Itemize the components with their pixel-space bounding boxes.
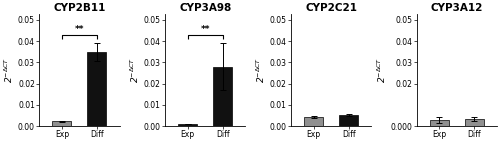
Title: CYP2C21: CYP2C21 xyxy=(305,3,357,13)
Bar xyxy=(52,121,72,126)
Text: **: ** xyxy=(74,25,84,34)
Y-axis label: 2$^{-ΔCT}$: 2$^{-ΔCT}$ xyxy=(254,57,267,83)
Text: **: ** xyxy=(200,25,210,34)
Title: CYP3A98: CYP3A98 xyxy=(179,3,232,13)
Y-axis label: 2$^{-ΔCT}$: 2$^{-ΔCT}$ xyxy=(376,57,388,83)
Bar xyxy=(178,124,198,126)
Bar xyxy=(304,117,323,126)
Bar xyxy=(465,119,484,126)
Y-axis label: 2$^{-ΔCT}$: 2$^{-ΔCT}$ xyxy=(3,57,15,83)
Bar xyxy=(430,120,449,126)
Bar xyxy=(213,67,233,126)
Bar xyxy=(87,52,106,126)
Title: CYP3A12: CYP3A12 xyxy=(431,3,483,13)
Title: CYP2B11: CYP2B11 xyxy=(53,3,106,13)
Y-axis label: 2$^{-ΔCT}$: 2$^{-ΔCT}$ xyxy=(128,57,141,83)
Bar xyxy=(339,115,358,126)
